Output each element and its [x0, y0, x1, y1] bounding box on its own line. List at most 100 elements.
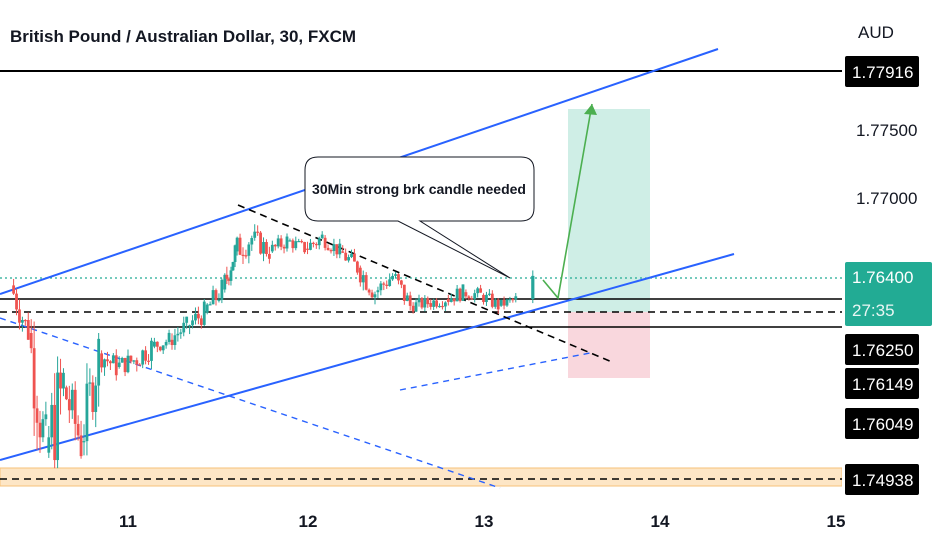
svg-text:27:35: 27:35: [852, 301, 895, 320]
candle-body: [420, 298, 424, 308]
candle-body: [82, 441, 86, 443]
descending-trendline-black[interactable]: [237, 204, 613, 363]
price-tag-176149: 1.76149: [845, 368, 919, 399]
candle-body: [141, 350, 145, 365]
candle-body: [452, 298, 456, 302]
candle-body: [97, 338, 101, 386]
candle-body: [91, 382, 95, 412]
candle-body: [423, 298, 427, 308]
candle-body: [111, 355, 115, 364]
candle-body: [276, 238, 280, 247]
candle-body: [461, 284, 465, 301]
candle-body: [114, 355, 118, 376]
candle-body: [185, 316, 189, 323]
candle-body: [65, 387, 68, 400]
candle-body: [311, 242, 315, 244]
candle-body: [370, 292, 374, 298]
candle-body: [26, 320, 30, 340]
candle-body: [56, 372, 59, 461]
candle-body: [429, 303, 433, 307]
candle-body: [417, 298, 421, 303]
candle-body: [479, 288, 482, 293]
candle-body: [432, 300, 436, 307]
candle-body: [347, 257, 350, 261]
candle-body: [229, 270, 233, 281]
candle-body: [23, 319, 27, 322]
candle-body: [309, 242, 312, 250]
candle-body: [62, 372, 65, 389]
candle-body: [297, 241, 301, 243]
candle-body: [179, 332, 183, 334]
candle-body: [161, 345, 165, 351]
candle-body: [414, 302, 418, 312]
descending-trendline-blue[interactable]: [0, 317, 501, 489]
candle-body: [402, 284, 406, 301]
candle-body: [247, 244, 251, 256]
price-tag-174938: 1.74938: [845, 464, 919, 495]
candle-body: [220, 279, 224, 300]
candle-body: [341, 251, 345, 253]
candle-body: [455, 288, 459, 302]
candle-body: [438, 305, 441, 308]
candle-body: [408, 295, 412, 306]
candle-body: [382, 283, 386, 285]
candle-body: [338, 243, 342, 255]
candle-body: [211, 290, 215, 305]
candle-body: [144, 350, 147, 361]
candle-body: [199, 318, 203, 325]
candle-body: [267, 254, 271, 259]
candle-body: [205, 304, 209, 313]
candle-body: [496, 299, 500, 310]
candle-body: [314, 243, 318, 246]
candle-body: [208, 304, 212, 306]
candle-body: [376, 290, 380, 293]
stop-loss-zone[interactable]: [568, 312, 650, 378]
candle-body: [493, 299, 497, 307]
x-tick-label: 14: [651, 512, 670, 531]
candle-body: [399, 280, 403, 285]
candle-body: [244, 255, 248, 257]
channel-lower-line[interactable]: [0, 253, 735, 461]
candle-body: [135, 360, 139, 365]
candle-body: [50, 404, 54, 438]
candle-body: [326, 247, 330, 251]
candle-body: [397, 274, 400, 281]
candle-body: [227, 278, 231, 281]
candle-body: [197, 313, 200, 319]
y-tick-label: 1.77000: [856, 189, 917, 208]
candle-body: [265, 241, 268, 255]
candle-body: [379, 283, 383, 291]
candle-body: [223, 274, 227, 290]
candle-body: [391, 275, 394, 280]
candle-body: [320, 234, 324, 239]
candle-body: [514, 296, 518, 300]
candle-body: [150, 340, 153, 361]
candle-body: [279, 238, 283, 247]
candle-body: [464, 292, 468, 297]
candle-body: [103, 359, 106, 368]
candle-body: [38, 422, 42, 438]
candle-body: [164, 341, 168, 346]
price-tag-177916: 1.77916: [845, 56, 919, 87]
candle-body: [373, 294, 377, 298]
candle-body: [273, 244, 277, 247]
candle-body: [485, 294, 488, 303]
candle-body: [323, 237, 327, 248]
price-tag-176049: 1.76049: [845, 408, 919, 439]
candle-body: [41, 419, 45, 438]
candle-body: [158, 346, 162, 351]
candle-body: [225, 274, 229, 279]
candle-body: [32, 348, 36, 409]
projection-arrow[interactable]: [542, 103, 593, 300]
candle-body: [147, 360, 150, 362]
currency-label: AUD: [858, 23, 894, 42]
x-tick-label: 15: [827, 512, 846, 531]
candle-body: [29, 333, 33, 349]
candle-body: [132, 360, 136, 362]
candle-body: [405, 295, 409, 301]
candle-body: [306, 248, 309, 250]
candle-body: [106, 359, 109, 362]
candle-body: [117, 362, 121, 367]
callout-bubble[interactable]: [304, 156, 535, 279]
